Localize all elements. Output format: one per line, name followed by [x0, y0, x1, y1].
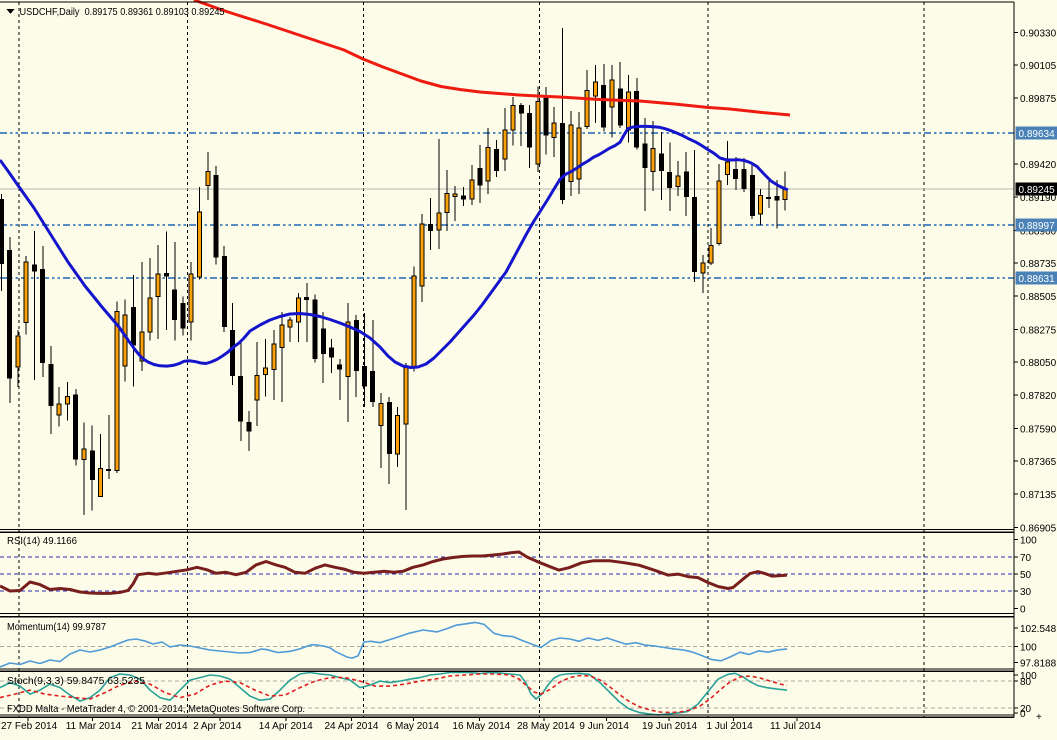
svg-text:+: + [1036, 712, 1042, 723]
svg-text:0.87820: 0.87820 [1020, 391, 1057, 402]
svg-text:16 May 2014: 16 May 2014 [452, 721, 510, 732]
svg-text:0.88505: 0.88505 [1020, 292, 1057, 303]
svg-text:0.90330: 0.90330 [1020, 28, 1057, 39]
svg-text:0.88735: 0.88735 [1020, 259, 1057, 270]
svg-text:50: 50 [1020, 570, 1032, 581]
svg-text:100: 100 [1020, 642, 1037, 653]
svg-text:24 Apr 2014: 24 Apr 2014 [325, 721, 379, 732]
svg-text:21 Mar 2014: 21 Mar 2014 [131, 721, 188, 732]
svg-text:0.89634: 0.89634 [1019, 129, 1056, 140]
svg-text:14 Apr 2014: 14 Apr 2014 [259, 721, 313, 732]
svg-text:100: 100 [1020, 535, 1037, 546]
svg-text:0.88275: 0.88275 [1020, 325, 1057, 336]
svg-text:1 Jul 2014: 1 Jul 2014 [707, 721, 754, 732]
svg-text:0: 0 [1020, 709, 1026, 720]
svg-text:USDCHF,Daily 0.89175 0.89361: USDCHF,Daily 0.89175 0.89361 0.89103 0.8… [20, 6, 225, 18]
svg-text:2 Apr 2014: 2 Apr 2014 [193, 721, 242, 732]
svg-text:27 Feb 2014: 27 Feb 2014 [1, 721, 58, 732]
svg-text:Stoch(9,3,3) 59.8475 63.5235: Stoch(9,3,3) 59.8475 63.5235 [7, 675, 145, 687]
svg-text:RSI(14) 49.1166: RSI(14) 49.1166 [7, 535, 77, 547]
svg-text:11 Mar 2014: 11 Mar 2014 [66, 721, 122, 732]
svg-text:0.88997: 0.88997 [1019, 221, 1056, 232]
svg-text:28 May 2014: 28 May 2014 [517, 721, 575, 732]
svg-text:FXDD Malta - MetaTrader 4, © 2: FXDD Malta - MetaTrader 4, © 2001-2014, … [7, 703, 305, 715]
svg-text:30: 30 [1020, 587, 1032, 598]
svg-text:0: 0 [1020, 605, 1026, 616]
svg-text:70: 70 [1020, 553, 1032, 564]
svg-text:0.86905: 0.86905 [1020, 523, 1057, 534]
svg-text:97.8188: 97.8188 [1020, 659, 1057, 670]
svg-text:Momentum(14) 99.9787: Momentum(14) 99.9787 [7, 621, 106, 633]
svg-text:11 Jul 2014: 11 Jul 2014 [770, 721, 821, 732]
svg-text:0.87590: 0.87590 [1020, 424, 1057, 435]
svg-text:80: 80 [1020, 677, 1032, 688]
svg-text:0.88631: 0.88631 [1019, 274, 1056, 285]
svg-text:0.90105: 0.90105 [1020, 61, 1057, 72]
svg-text:0.89420: 0.89420 [1020, 160, 1057, 171]
svg-text:19 Jun 2014: 19 Jun 2014 [642, 721, 697, 732]
svg-text:0.89875: 0.89875 [1020, 94, 1057, 105]
svg-text:0.87365: 0.87365 [1020, 457, 1057, 468]
svg-text:102.548: 102.548 [1020, 624, 1057, 635]
svg-text:6 May 2014: 6 May 2014 [387, 721, 440, 732]
svg-text:0.89245: 0.89245 [1019, 185, 1056, 196]
svg-text:0.87135: 0.87135 [1020, 490, 1057, 501]
svg-text:9 Jun 2014: 9 Jun 2014 [579, 721, 629, 732]
svg-text:0.88050: 0.88050 [1020, 358, 1057, 369]
